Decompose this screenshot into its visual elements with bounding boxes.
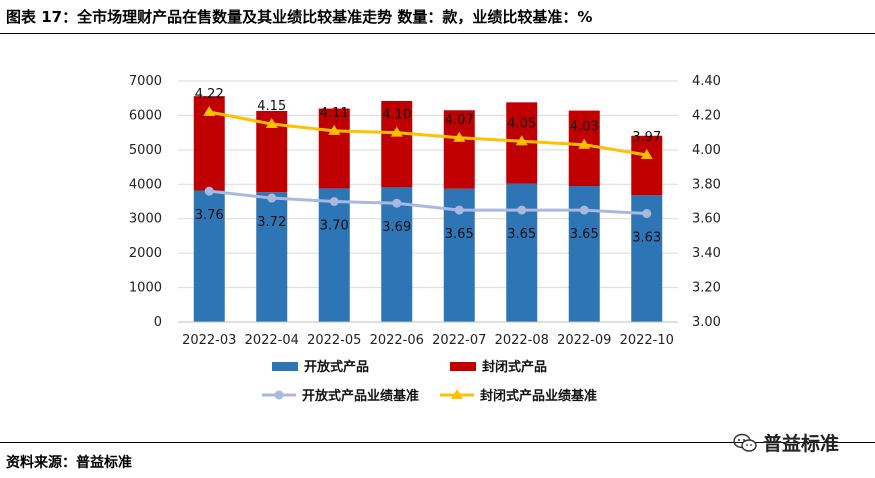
legend-swatch <box>272 362 298 371</box>
open-benchmark-point <box>204 186 214 196</box>
closed-benchmark-point <box>328 124 341 135</box>
bar-closed <box>631 135 663 196</box>
legend-label: 封闭式产品业绩基准 <box>480 388 597 404</box>
y-left-tick: 5000 <box>129 143 162 158</box>
legend-swatch <box>450 362 476 371</box>
closed-benchmark-point <box>515 135 528 146</box>
bar-closed <box>381 100 413 188</box>
x-tick-label: 2022-07 <box>432 333 486 348</box>
open-benchmark-line <box>209 189 647 216</box>
closed-benchmark-label: 4.05 <box>507 116 536 131</box>
bar-open <box>318 188 350 322</box>
closed-benchmark-label: 4.07 <box>445 113 474 128</box>
bar-open <box>506 183 538 322</box>
axes: 0 1000 2000 3000 4000 5000 6000 7000 3.00 3.20 3.4… <box>129 74 721 348</box>
open-benchmark-point <box>454 205 464 215</box>
y-right-tick: 3.80 <box>692 177 721 192</box>
lines <box>203 105 653 219</box>
y-left-tick: 6000 <box>129 108 162 123</box>
bar-open <box>193 190 225 322</box>
bar-closed <box>318 108 350 189</box>
y-right-tick: 3.20 <box>692 281 721 296</box>
open-benchmark-point <box>267 193 277 203</box>
bar-open <box>256 192 288 322</box>
y-left-tick: 3000 <box>129 212 162 227</box>
bar-open <box>381 187 413 322</box>
x-tick-label: 2022-08 <box>495 333 549 348</box>
open-benchmark-point <box>392 198 402 208</box>
y-right-tick: 3.40 <box>692 246 721 261</box>
closed-benchmark-point <box>453 131 466 142</box>
x-tick-label: 2022-03 <box>182 333 236 348</box>
bar-closed <box>443 110 475 189</box>
x-tick-label: 2022-10 <box>620 333 674 348</box>
open-benchmark-label: 3.72 <box>257 215 286 230</box>
x-tick-label: 2022-06 <box>370 333 424 348</box>
open-benchmark-label: 3.65 <box>570 227 599 242</box>
closed-benchmark-label: 3.97 <box>632 130 661 145</box>
closed-benchmark-point <box>640 149 653 160</box>
open-benchmark-label: 3.76 <box>195 208 224 223</box>
open-benchmark-label: 3.65 <box>507 227 536 242</box>
watermark-text: 普益标准 <box>763 433 840 455</box>
closed-benchmark-label: 4.10 <box>382 108 411 123</box>
y-right-tick: 4.20 <box>692 108 721 123</box>
gridlines <box>178 80 678 289</box>
y-left-tick: 7000 <box>129 74 162 89</box>
figure-title: 图表 17：全市场理财产品在售数量及其业绩比较基准走势 数量：款，业绩比较基准：… <box>6 8 593 26</box>
open-benchmark-point <box>329 197 339 206</box>
x-tick-label: 2022-09 <box>557 333 611 348</box>
open-benchmark-label: 3.69 <box>382 220 411 235</box>
top-rule <box>0 33 875 34</box>
legend-label: 封闭式产品 <box>482 359 547 375</box>
y-left-tick: 1000 <box>129 281 162 296</box>
closed-benchmark-point <box>265 118 278 129</box>
open-benchmark-label: 3.70 <box>320 219 349 234</box>
open-benchmark-point <box>642 209 652 219</box>
bottom-rule <box>0 442 875 443</box>
y-left-tick: 2000 <box>129 246 162 261</box>
data-labels: 3.76 3.72 3.70 3.69 3.65 3.65 3.65 3.63 4.22 4.15… <box>195 87 661 246</box>
open-benchmark-label: 3.63 <box>632 231 661 246</box>
closed-benchmark-label: 4.15 <box>257 99 286 114</box>
y-right-tick: 4.00 <box>692 143 721 158</box>
open-benchmark-point <box>517 205 527 215</box>
closed-benchmark-point <box>390 126 403 137</box>
y-right-tick: 4.40 <box>692 74 721 89</box>
closed-benchmark-line <box>208 110 647 157</box>
legend-marker <box>451 389 463 399</box>
y-right-tick: 3.60 <box>692 212 721 227</box>
closed-benchmark-label: 4.03 <box>570 120 599 135</box>
legend-marker <box>274 390 284 400</box>
legend-label: 开放式产品业绩基准 <box>302 388 419 404</box>
legend-label: 开放式产品 <box>304 359 369 375</box>
closed-benchmark-label: 4.22 <box>195 87 224 102</box>
y-left-tick: 4000 <box>129 177 162 192</box>
source-note: 资料来源：普益标准 <box>6 455 132 471</box>
y-left-tick: 0 <box>154 315 162 330</box>
bar-line-chart: 3.76 3.72 3.70 3.69 3.65 3.65 3.65 3.63 4.22 4.15… <box>129 74 721 404</box>
closed-benchmark-label: 4.11 <box>320 106 349 121</box>
x-tick-label: 2022-05 <box>307 333 361 348</box>
closed-benchmark-point <box>578 138 591 149</box>
x-tick-label: 2022-04 <box>245 333 299 348</box>
open-benchmark-point <box>579 205 589 215</box>
closed-benchmark-point <box>203 105 216 116</box>
open-benchmark-label: 3.65 <box>445 227 474 242</box>
watermark: 普益标准 <box>733 429 839 456</box>
y-right-tick: 3.00 <box>692 315 721 330</box>
wechat-icon <box>733 433 757 452</box>
